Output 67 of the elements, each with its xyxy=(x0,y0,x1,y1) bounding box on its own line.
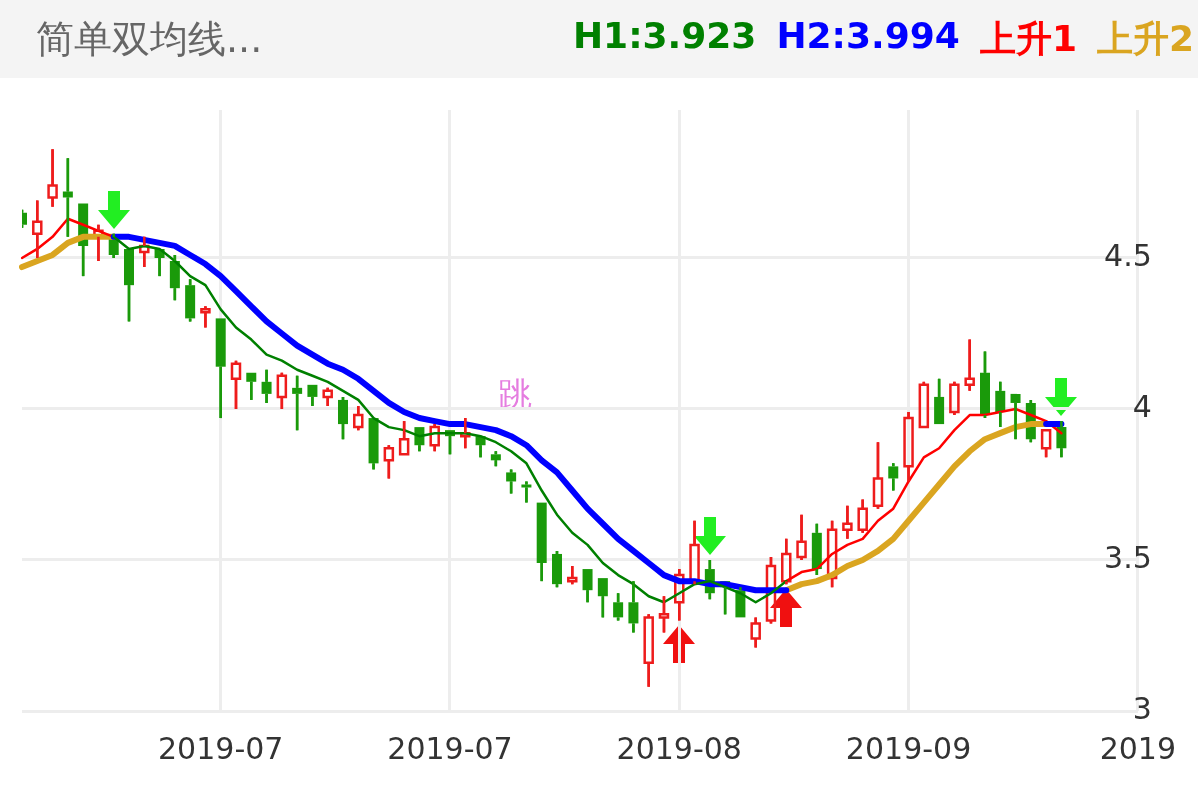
candlestick xyxy=(200,305,211,329)
candlestick xyxy=(582,569,593,604)
candlestick xyxy=(490,450,501,468)
candlestick xyxy=(903,410,914,483)
candlestick xyxy=(368,418,379,471)
candlestick xyxy=(934,377,945,425)
candlestick xyxy=(276,371,288,411)
text: H1:3.923 xyxy=(572,14,757,58)
candlestick xyxy=(1040,428,1052,459)
candlestick xyxy=(811,522,822,577)
candlestick xyxy=(888,462,899,492)
candlestick xyxy=(551,549,562,589)
candlestick xyxy=(872,440,884,510)
candlestick xyxy=(536,502,547,583)
candlestick xyxy=(1010,393,1021,441)
candlestick xyxy=(246,372,257,402)
candlestick xyxy=(62,157,73,239)
text: H2:3.994 xyxy=(776,14,960,58)
candlestick xyxy=(613,591,624,622)
candlestick xyxy=(261,368,272,405)
candlestick xyxy=(47,148,58,208)
candlestick xyxy=(307,384,318,408)
candlestick xyxy=(124,248,134,323)
candlestick xyxy=(398,419,410,456)
candlestick xyxy=(506,468,517,495)
x-tick-label: 2019-09 xyxy=(845,730,972,766)
candlestick xyxy=(628,579,639,634)
candlestick xyxy=(215,318,226,420)
chart-title: 简单双均线... xyxy=(36,15,263,63)
candlestick xyxy=(185,277,196,323)
text: 上升1 xyxy=(979,16,1077,61)
candlestick xyxy=(979,350,990,420)
candlestick xyxy=(857,498,868,535)
y-tick-label: 3.5 xyxy=(1104,539,1152,575)
candlestick xyxy=(169,253,180,302)
x-tick-label: 2019-07 xyxy=(387,730,513,766)
x-tick-label: 2019 xyxy=(1099,730,1177,766)
candlestick xyxy=(353,404,364,432)
candlestick xyxy=(796,513,807,562)
candlestick xyxy=(292,374,303,432)
candlestick xyxy=(918,380,930,429)
candlestick xyxy=(765,555,777,625)
candlestick xyxy=(337,395,348,441)
candlestick xyxy=(781,537,792,586)
candlestick xyxy=(597,578,608,619)
candlestick xyxy=(995,380,1006,429)
text: 上升2 xyxy=(1096,16,1194,61)
candlestick xyxy=(383,443,395,480)
candlestick xyxy=(521,480,532,504)
candlestick xyxy=(230,359,242,411)
candlestick xyxy=(658,594,670,634)
candlestick xyxy=(964,338,975,393)
candlestick xyxy=(643,613,654,689)
candlestick xyxy=(429,422,440,453)
candlestick xyxy=(689,519,700,586)
y-tick-label: 4.5 xyxy=(1104,237,1152,273)
candlestick xyxy=(949,380,960,417)
x-tick-label: 2019-08 xyxy=(616,730,742,766)
candlestick xyxy=(322,386,333,408)
y-tick-label: 3 xyxy=(1132,690,1152,726)
candlestick xyxy=(567,564,578,586)
candlestick xyxy=(1056,419,1067,459)
candlestick xyxy=(842,504,853,541)
x-tick-label: 2019-07 xyxy=(158,730,284,766)
candlestick xyxy=(32,199,43,260)
y-tick-label: 4 xyxy=(1132,388,1152,424)
candlestick xyxy=(750,616,761,649)
